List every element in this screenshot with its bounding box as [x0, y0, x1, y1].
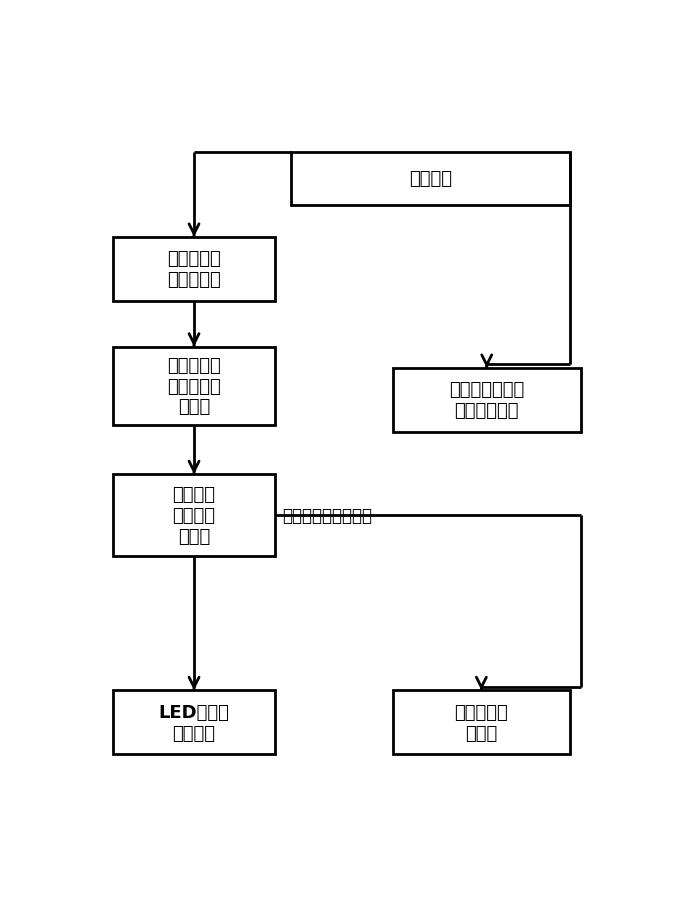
Text: 打开阀，放
出尿液: 打开阀，放 出尿液: [455, 703, 508, 742]
Bar: [393, 690, 570, 754]
Text: LED显示器
显示数据: LED显示器 显示数据: [159, 703, 229, 742]
Text: 流速传感器
检测尿流速: 流速传感器 检测尿流速: [167, 250, 221, 289]
Text: 收集尿液: 收集尿液: [409, 170, 452, 188]
Bar: [114, 238, 274, 301]
Text: 重力传感器
采集尿液重
量数据: 重力传感器 采集尿液重 量数据: [167, 357, 221, 416]
Bar: [114, 690, 274, 754]
Text: 处理器处
理采集后
的佰息: 处理器处 理采集后 的佰息: [173, 485, 216, 545]
Bar: [291, 153, 570, 206]
Text: 储尿袋重量不再增加: 储尿袋重量不再增加: [283, 506, 373, 524]
Bar: [114, 347, 274, 425]
Text: 感应装置感应达
到容量的尿液: 感应装置感应达 到容量的尿液: [449, 381, 525, 420]
Bar: [393, 369, 581, 432]
Bar: [114, 475, 274, 556]
